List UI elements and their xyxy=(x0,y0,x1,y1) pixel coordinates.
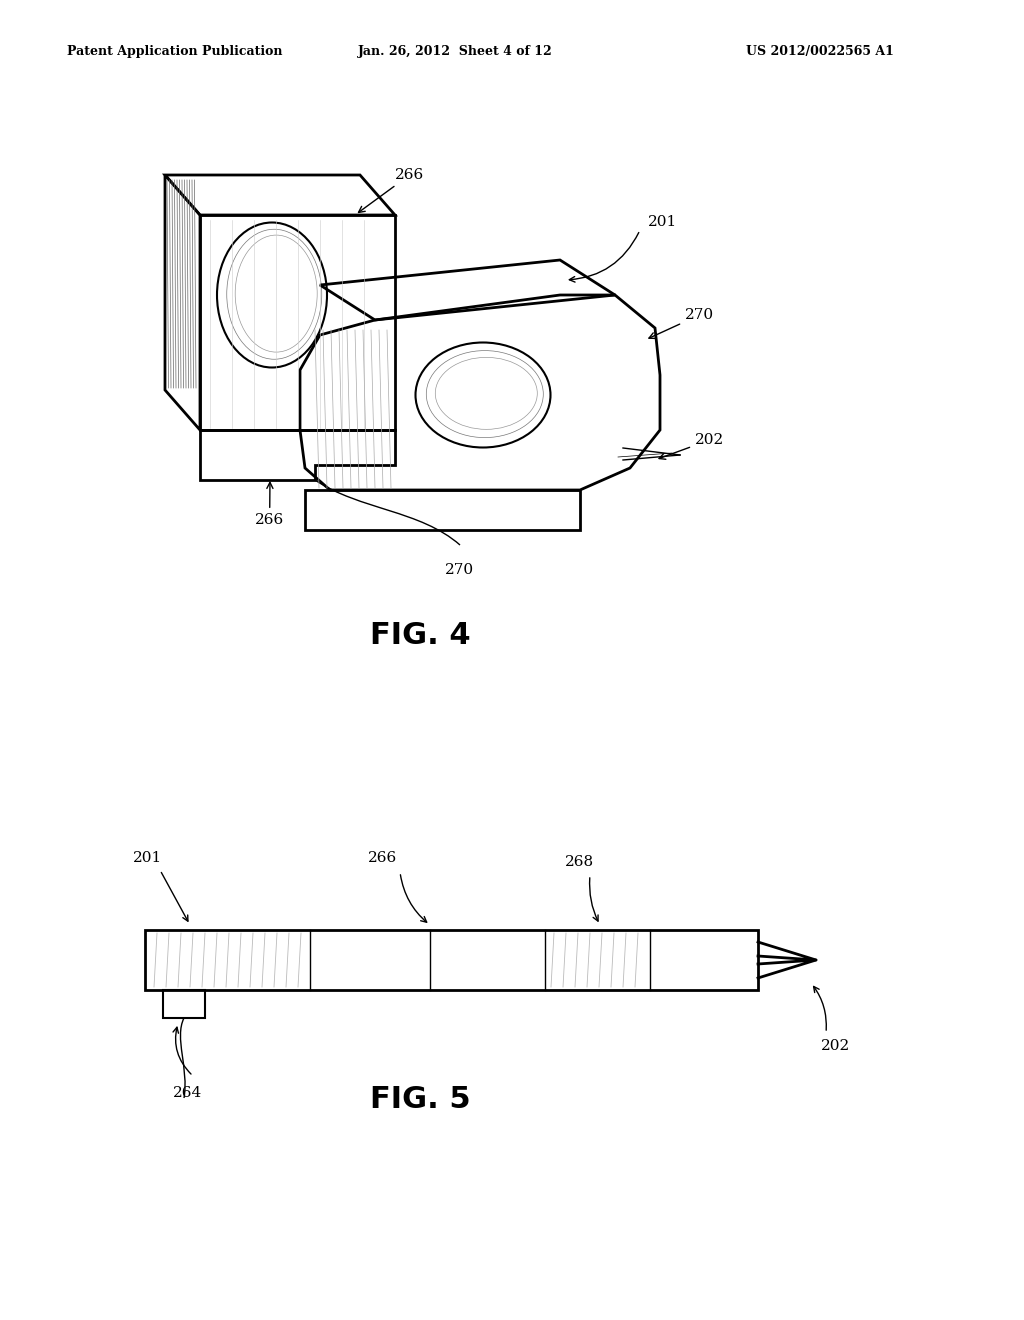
Text: Jan. 26, 2012  Sheet 4 of 12: Jan. 26, 2012 Sheet 4 of 12 xyxy=(357,45,552,58)
Text: 202: 202 xyxy=(821,1039,850,1053)
Text: 266: 266 xyxy=(255,482,285,527)
Text: 202: 202 xyxy=(659,433,724,459)
Text: 266: 266 xyxy=(368,851,397,865)
Text: 270: 270 xyxy=(445,564,474,577)
Text: 270: 270 xyxy=(649,308,714,338)
Bar xyxy=(145,931,758,990)
Text: 201: 201 xyxy=(648,215,677,228)
Text: FIG. 4: FIG. 4 xyxy=(370,620,470,649)
Text: 268: 268 xyxy=(565,855,594,869)
Text: Patent Application Publication: Patent Application Publication xyxy=(68,45,283,58)
Text: 201: 201 xyxy=(133,851,162,865)
Text: 266: 266 xyxy=(358,168,424,213)
Bar xyxy=(163,990,205,1018)
Text: US 2012/0022565 A1: US 2012/0022565 A1 xyxy=(746,45,894,58)
Text: FIG. 5: FIG. 5 xyxy=(370,1085,470,1114)
Text: 264: 264 xyxy=(173,1086,203,1100)
